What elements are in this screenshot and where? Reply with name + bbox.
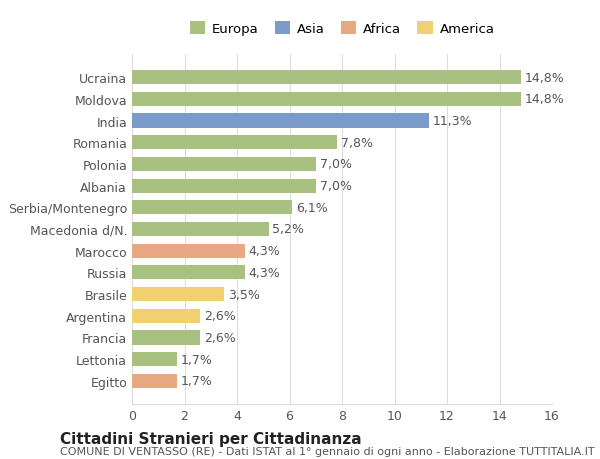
Text: 1,7%: 1,7% [181, 353, 212, 366]
Text: 14,8%: 14,8% [524, 93, 564, 106]
Text: 1,7%: 1,7% [181, 375, 212, 387]
Text: 7,0%: 7,0% [320, 158, 352, 171]
Legend: Europa, Asia, Africa, America: Europa, Asia, Africa, America [184, 17, 500, 41]
Bar [132, 353, 176, 366]
Bar [132, 71, 521, 85]
Bar [132, 114, 428, 129]
Text: 11,3%: 11,3% [433, 115, 472, 128]
Text: Cittadini Stranieri per Cittadinanza: Cittadini Stranieri per Cittadinanza [60, 431, 362, 446]
Text: 3,5%: 3,5% [228, 288, 260, 301]
Text: 7,8%: 7,8% [341, 136, 373, 149]
Text: 4,3%: 4,3% [249, 245, 281, 257]
Bar [132, 157, 316, 172]
Bar [132, 136, 337, 150]
Bar [132, 287, 224, 302]
Text: 2,6%: 2,6% [204, 310, 236, 323]
Text: 5,2%: 5,2% [272, 223, 304, 236]
Bar [132, 223, 269, 236]
Bar [132, 330, 200, 345]
Text: 2,6%: 2,6% [204, 331, 236, 344]
Text: 6,1%: 6,1% [296, 202, 328, 214]
Bar [132, 201, 292, 215]
Bar [132, 309, 200, 323]
Text: 7,0%: 7,0% [320, 180, 352, 193]
Bar [132, 244, 245, 258]
Text: 14,8%: 14,8% [524, 72, 564, 84]
Text: 4,3%: 4,3% [249, 266, 281, 279]
Bar [132, 93, 521, 106]
Bar [132, 266, 245, 280]
Bar [132, 374, 176, 388]
Bar [132, 179, 316, 193]
Text: COMUNE DI VENTASSO (RE) - Dati ISTAT al 1° gennaio di ogni anno - Elaborazione T: COMUNE DI VENTASSO (RE) - Dati ISTAT al … [60, 447, 595, 456]
